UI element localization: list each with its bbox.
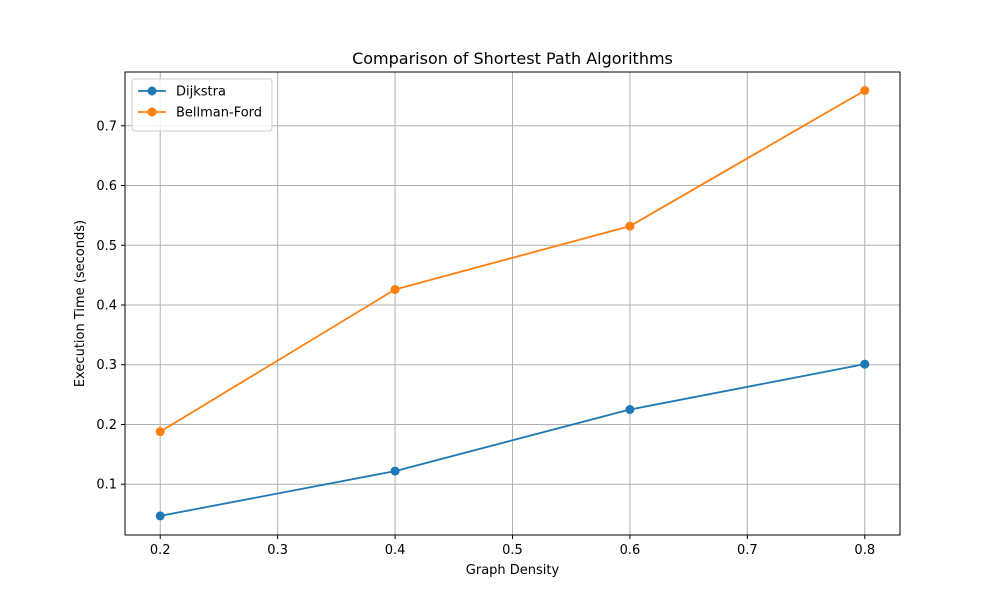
x-tick-label: 0.3 [267,543,288,558]
data-point [625,221,635,231]
data-point [155,511,165,521]
x-tick-label: 0.4 [385,543,406,558]
legend-box [131,78,273,132]
grid [125,72,900,535]
y-tick-label: 0.3 [96,358,117,373]
y-tick-label: 0.2 [96,418,117,433]
x-tick-label: 0.2 [150,543,171,558]
x-axis-ticks: 0.2 0.3 0.4 0.5 0.6 0.7 0.8 [150,535,875,558]
x-tick-label: 0.5 [502,543,523,558]
y-axis-ticks: 0.1 0.2 0.3 0.4 0.5 0.6 0.7 [96,119,125,493]
y-axis-label: Execution Time (seconds) [73,220,88,387]
series-line [160,363,865,517]
y-tick-label: 0.5 [96,239,117,254]
legend-label: Bellman-Ford [176,106,262,121]
x-tick-label: 0.8 [854,543,875,558]
y-tick-label: 0.1 [96,478,117,493]
series-bellman-ford [155,86,870,437]
data-point [390,466,400,476]
data-point [155,427,165,437]
legend-items: Dijkstra Bellman-Ford [138,85,262,121]
y-tick-label: 0.6 [96,179,117,194]
data-point [625,405,635,415]
legend: Dijkstra Bellman-Ford [131,78,273,132]
legend-swatch-marker [147,86,157,96]
legend-item: Bellman-Ford [138,106,262,121]
legend-label: Dijkstra [176,85,226,100]
y-tick-label: 0.7 [96,119,117,134]
x-axis-label: Graph Density [466,563,560,578]
series-line [159,89,866,433]
legend-item: Dijkstra [138,85,226,100]
series-group [155,86,870,521]
data-point [860,86,870,96]
data-point [390,284,400,294]
x-tick-label: 0.7 [737,543,758,558]
chart-title: Comparison of Shortest Path Algorithms [352,49,673,68]
legend-swatch-marker [147,107,157,117]
x-tick-label: 0.6 [620,543,641,558]
series-dijkstra [155,359,870,521]
data-point [860,359,870,369]
y-tick-label: 0.4 [96,298,117,313]
